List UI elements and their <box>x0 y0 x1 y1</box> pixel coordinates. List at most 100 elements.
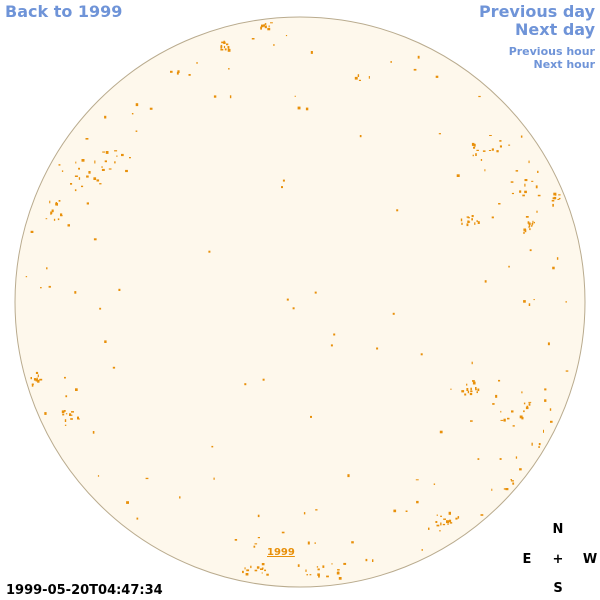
feature-mark <box>405 510 408 512</box>
feature-mark <box>30 230 34 233</box>
feature-mark <box>368 76 370 79</box>
feature-mark <box>351 541 354 544</box>
previous-day-link[interactable]: Previous day <box>478 2 595 21</box>
feature-mark <box>326 575 329 578</box>
feature-mark <box>393 509 397 513</box>
feature-mark <box>49 200 51 204</box>
feature-mark <box>372 559 374 562</box>
feature-mark <box>257 537 260 539</box>
feature-mark <box>523 231 525 234</box>
next-day-link[interactable]: Next day <box>515 20 595 39</box>
feature-mark <box>316 566 319 568</box>
feature-mark <box>511 192 514 195</box>
next-hour-link[interactable]: Next hour <box>533 58 596 71</box>
feature-mark <box>253 545 256 548</box>
feature-mark <box>86 202 89 205</box>
feature-mark <box>524 183 526 187</box>
previous-hour-link[interactable]: Previous hour <box>508 45 595 58</box>
compass-west: W <box>582 552 598 567</box>
feature-mark <box>525 406 529 410</box>
feature-mark <box>333 333 336 336</box>
feature-mark <box>229 95 232 99</box>
feature-mark <box>491 216 494 219</box>
feature-mark <box>466 216 470 218</box>
feature-mark <box>498 203 501 205</box>
feature-mark <box>48 285 51 288</box>
feature-mark <box>558 194 561 196</box>
feature-mark <box>57 218 60 221</box>
feature-mark <box>491 488 493 491</box>
feature-mark <box>528 401 532 403</box>
feature-mark <box>475 387 477 390</box>
feature-mark <box>531 225 533 227</box>
compass-east: E <box>522 552 532 567</box>
feature-mark <box>528 160 530 164</box>
feature-mark <box>532 220 534 223</box>
feature-mark <box>552 197 555 200</box>
feature-mark <box>417 55 420 59</box>
feature-mark <box>480 514 484 516</box>
feature-mark <box>93 238 97 241</box>
feature-mark <box>477 388 480 392</box>
feature-mark <box>223 41 226 44</box>
feature-mark <box>376 347 379 350</box>
feature-mark <box>114 161 116 164</box>
feature-mark <box>256 566 260 569</box>
feature-mark <box>45 218 48 220</box>
feature-mark <box>64 376 66 379</box>
feature-mark <box>135 103 139 107</box>
feature-mark <box>246 569 250 572</box>
feature-mark <box>512 425 515 427</box>
feature-mark <box>359 135 362 138</box>
year-marker-link[interactable]: 1999 <box>267 547 295 558</box>
feature-mark <box>33 378 37 381</box>
feature-mark <box>121 153 124 157</box>
feature-mark <box>466 223 469 227</box>
feature-mark <box>223 40 225 42</box>
feature-mark <box>557 199 560 200</box>
feature-mark <box>314 542 316 544</box>
feature-mark <box>96 179 100 182</box>
feature-mark <box>306 574 308 576</box>
feature-mark <box>436 514 438 516</box>
feature-mark <box>58 164 61 166</box>
feature-mark <box>499 145 502 148</box>
feature-mark <box>297 106 301 110</box>
feature-mark <box>266 573 269 576</box>
feature-mark <box>543 429 544 433</box>
feature-mark <box>62 413 65 416</box>
feature-mark <box>114 150 118 152</box>
feature-mark <box>473 143 476 147</box>
feature-mark <box>50 211 53 215</box>
feature-mark <box>475 388 477 391</box>
feature-mark <box>466 388 469 391</box>
feature-mark <box>438 133 441 135</box>
feature-mark <box>508 144 511 146</box>
feature-mark <box>519 190 522 193</box>
feature-mark <box>36 377 38 381</box>
feature-mark <box>331 563 333 565</box>
feature-mark <box>104 340 107 343</box>
back-to-year-link[interactable]: Back to 1999 <box>5 2 123 21</box>
feature-mark <box>523 228 526 231</box>
feature-mark <box>262 378 265 381</box>
feature-mark <box>428 527 430 530</box>
feature-mark <box>64 424 67 426</box>
feature-mark <box>65 413 68 415</box>
feature-mark <box>99 307 102 310</box>
feature-mark <box>498 379 501 382</box>
feature-mark <box>118 288 121 291</box>
feature-mark <box>505 488 509 491</box>
feature-mark <box>228 68 230 70</box>
feature-mark <box>129 157 131 159</box>
feature-mark <box>260 26 262 30</box>
feature-mark <box>145 477 149 480</box>
feature-mark <box>415 479 419 481</box>
feature-mark <box>226 43 229 46</box>
feature-mark <box>523 402 526 405</box>
feature-mark <box>472 381 476 385</box>
feature-mark <box>528 222 531 226</box>
feature-mark <box>347 474 350 478</box>
feature-mark <box>526 405 528 408</box>
